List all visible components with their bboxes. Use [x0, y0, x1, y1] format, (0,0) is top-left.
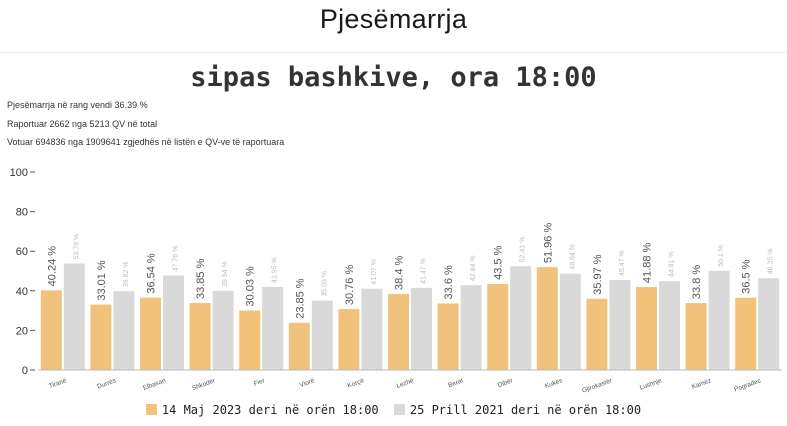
- bar-label-2023: 40.24 %: [46, 246, 58, 287]
- bar-label-2023: 41.88 %: [642, 242, 654, 283]
- bar-2021: [510, 266, 532, 370]
- bar-2023: [239, 310, 261, 370]
- bar-label-2023: 33.6 %: [443, 265, 455, 299]
- bar-label-2021: 45.47 %: [619, 250, 626, 276]
- bar-2021: [758, 278, 780, 370]
- national-turnout-text: Pjesëmarrja në rang vendi 36.39 %: [7, 100, 148, 110]
- reported-stations-text: Raportuar 2662 nga 5213 QV në total: [7, 119, 158, 129]
- bar-label-2023: 36.5 %: [741, 259, 753, 293]
- bar-label-2021: 50.1 %: [718, 245, 725, 267]
- x-axis: Tiranë Durrës Elbasan Shkodër Fier Vlorë Korçë…: [38, 369, 782, 395]
- bar-label-2023: 36.54 %: [146, 253, 158, 294]
- bar-2023: [536, 267, 558, 370]
- x-tick-label: Fier: [253, 377, 267, 388]
- bar-2021: [609, 279, 631, 370]
- bar-2021: [708, 270, 730, 370]
- bar-2023: [140, 297, 161, 370]
- bar-2023: [437, 303, 459, 370]
- bar-label-2021: 53.78 %: [73, 234, 80, 260]
- bar-label-2021: 39.82 %: [123, 261, 130, 287]
- bar-2021: [311, 300, 333, 370]
- bar-2023: [487, 283, 509, 370]
- bar-2023: [288, 322, 310, 370]
- legend-label-2023: 14 Maj 2023 deri në orën 18:00: [161, 402, 379, 417]
- bar-2021: [212, 290, 234, 370]
- x-tick-label: Vlorë: [299, 377, 316, 389]
- x-tick-label: Elbasan: [142, 377, 167, 392]
- bar-label-2021: 35.03 %: [321, 271, 328, 297]
- bar-2023: [90, 304, 112, 370]
- bar-label-2021: 48.64 %: [569, 244, 576, 270]
- legend-swatch-2021: [393, 403, 405, 415]
- bar-2021: [63, 263, 85, 370]
- y-tick-label: 100: [10, 167, 28, 179]
- bar-label-2021: 41.07 %: [371, 259, 378, 285]
- bar-label-2023: 38.4 %: [394, 256, 406, 290]
- legend-item-2021[interactable]: 25 Prill 2021 deri në orën 18:00: [393, 402, 642, 417]
- turnout-bar-chart: 100 80 60 40 20 0 40.24 % 53.78 % 33.01 % 39.82 …: [10, 167, 782, 395]
- x-tick-label: Lushnje: [639, 377, 663, 391]
- bar-labels: 40.24 % 53.78 % 33.01 % 39.82 % 36.54 % 47.76…: [46, 223, 774, 319]
- y-tick-label: 20: [16, 325, 28, 337]
- bar-label-2021: 41.95 %: [272, 257, 279, 283]
- bars: [40, 263, 780, 370]
- bar-label-2023: 33.85 %: [195, 258, 207, 299]
- bar-2021: [262, 286, 284, 370]
- y-tick-label: 60: [16, 246, 28, 258]
- legend-item-2023[interactable]: 14 Maj 2023 deri në orën 18:00: [145, 402, 379, 417]
- bar-2023: [338, 309, 360, 370]
- bar-2021: [411, 287, 432, 370]
- y-axis: 100 80 60 40 20 0: [10, 167, 35, 377]
- bar-label-2021: 44.91 %: [669, 251, 676, 277]
- bar-label-2021: 52.41 %: [520, 237, 527, 263]
- x-tick-label: Lezhë: [396, 377, 415, 390]
- bar-2023: [40, 290, 62, 370]
- legend-label-2021: 25 Prill 2021 deri në orën 18:00: [409, 402, 642, 417]
- x-tick-label: Pogradec: [733, 377, 762, 393]
- chart-subtitle: sipas bashkive, ora 18:00: [190, 62, 597, 93]
- bar-label-2021: 47.76 %: [173, 246, 180, 272]
- y-tick-label: 40: [16, 286, 28, 298]
- bar-label-2023: 51.96 %: [542, 223, 554, 264]
- bar-2023: [189, 302, 211, 370]
- bar-2023: [735, 297, 757, 370]
- y-tick-label: 0: [22, 365, 28, 377]
- x-tick-label: Dibër: [497, 377, 515, 389]
- bar-label-2021: 46.35 %: [768, 249, 775, 275]
- x-tick-label: Kamëz: [691, 377, 712, 390]
- bar-2023: [685, 303, 707, 370]
- header-divider: [0, 52, 787, 53]
- bar-label-2023: 30.03 %: [245, 266, 257, 307]
- bar-label-2021: 42.84 %: [470, 255, 477, 281]
- bar-2023: [636, 287, 657, 370]
- y-tick-label: 80: [16, 207, 28, 219]
- x-tick-label: Kukës: [544, 377, 564, 390]
- bar-2021: [559, 273, 581, 370]
- bar-2023: [586, 298, 608, 370]
- x-tick-label: Durrës: [96, 377, 117, 391]
- bar-label-2023: 23.85 %: [294, 278, 306, 319]
- header-title: Pjesëmarrja: [319, 4, 468, 34]
- x-tick-label: Shkodër: [191, 377, 217, 392]
- bar-label-2023: 30.76 %: [344, 265, 356, 306]
- x-tick-label: Berat: [447, 377, 464, 389]
- bar-2021: [113, 291, 135, 370]
- bar-2021: [361, 288, 383, 370]
- x-tick-label: Korçë: [347, 377, 366, 390]
- bar-2023: [388, 293, 409, 370]
- legend-swatch-2023: [145, 403, 157, 415]
- bar-2021: [163, 275, 184, 370]
- x-tick-label: Tiranë: [48, 377, 68, 390]
- bar-label-2021: 39.94 %: [222, 261, 229, 287]
- voted-count-text: Votuar 694836 nga 1909641 zgjedhës në li…: [7, 137, 285, 147]
- legend: 14 Maj 2023 deri në orën 18:00 25 Prill …: [0, 402, 787, 417]
- bar-label-2021: 41.47 %: [421, 258, 428, 284]
- bar-label-2023: 35.97 %: [592, 254, 604, 295]
- bar-label-2023: 33.8 %: [691, 265, 703, 299]
- bar-2021: [659, 281, 680, 370]
- bar-2021: [460, 285, 482, 370]
- bar-label-2023: 43.5 %: [493, 245, 505, 279]
- bar-label-2023: 33.01 %: [96, 260, 108, 301]
- x-tick-label: Gjirokastër: [581, 377, 614, 395]
